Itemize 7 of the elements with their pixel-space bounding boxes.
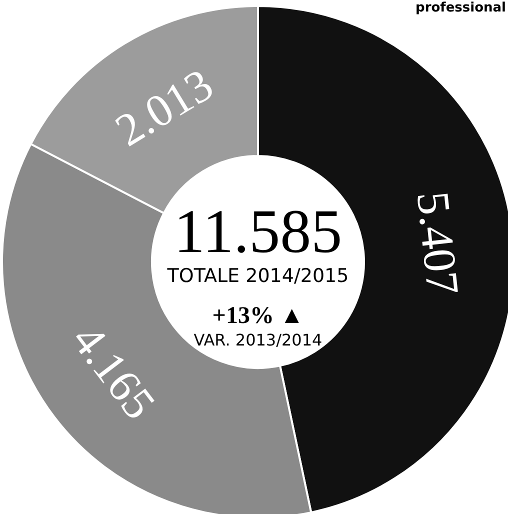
data-label: 5.407	[407, 188, 469, 298]
text: 11.585	[174, 198, 342, 266]
text: +13% ▲	[212, 303, 304, 329]
text: professional	[416, 0, 506, 16]
text: TOTALE 2014/2015	[166, 265, 349, 287]
data-label: 2.013	[106, 58, 222, 156]
text: VAR. 2013/2014	[194, 330, 322, 350]
